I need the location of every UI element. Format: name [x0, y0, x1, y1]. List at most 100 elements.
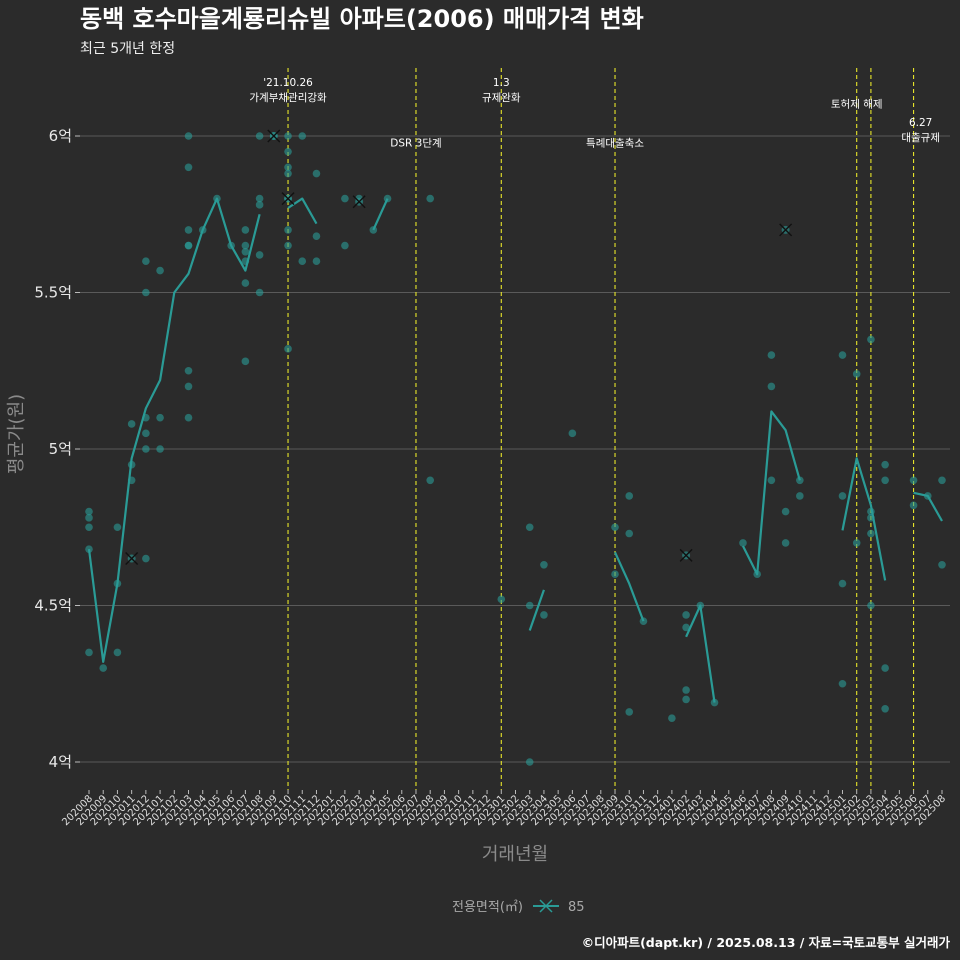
cross-marker-stroke-b-2: [281, 192, 295, 206]
y-axis-label: 평균가(원): [6, 394, 27, 474]
data-point-98: [852, 539, 861, 547]
data-point-102: [867, 529, 875, 538]
ytick-label-2: 5억: [49, 440, 72, 458]
data-point-30: [213, 194, 221, 203]
ytick-label-0: 4억: [49, 753, 72, 771]
annotation-5-line-1: 대출규제: [901, 132, 940, 144]
data-point-1: [85, 514, 93, 522]
data-point-58: [341, 194, 349, 203]
data-point-14: [142, 413, 150, 422]
series-line-segment-1: [287, 197, 318, 225]
data-point-19: [156, 413, 164, 422]
data-point-45: [284, 147, 292, 156]
data-point-66: [525, 601, 534, 610]
data-point-85: [753, 570, 761, 578]
data-point-33: [241, 241, 250, 250]
data-point-31: [227, 241, 235, 250]
cross-marker-stroke-b-0: [125, 552, 139, 566]
data-point-73: [625, 492, 634, 500]
data-point-78: [682, 611, 690, 619]
data-point-88: [767, 476, 776, 485]
data-point-4: [85, 648, 93, 657]
annotation-5-line-0: 6.27: [909, 117, 932, 129]
data-point-15: [142, 429, 150, 438]
data-point-55: [312, 232, 321, 240]
data-point-92: [796, 492, 804, 500]
cross-marker-4: [679, 548, 693, 562]
cross-marker-3: [352, 195, 366, 209]
data-point-83: [710, 698, 719, 707]
data-point-21: [184, 132, 193, 140]
data-point-104: [881, 460, 889, 469]
data-point-6: [113, 523, 122, 532]
data-point-36: [241, 279, 250, 287]
annotation-4-line-0: 토허제 해제: [831, 97, 883, 110]
data-point-17: [142, 554, 150, 563]
data-point-103: [867, 601, 875, 610]
cross-marker-5: [779, 223, 793, 237]
data-point-81: [682, 695, 690, 704]
cross-marker-stroke-b-4: [679, 548, 693, 562]
data-point-72: [611, 570, 619, 578]
series-line-segment-4: [614, 551, 645, 622]
legend-title: 전용면적(㎡): [452, 900, 523, 915]
data-point-27: [184, 382, 193, 391]
data-point-108: [909, 476, 918, 485]
data-point-35: [241, 257, 250, 266]
ytick-label-1: 4.5억: [34, 597, 72, 615]
data-point-46: [284, 163, 292, 172]
data-point-49: [284, 226, 292, 234]
legend-entry-85: 85: [568, 900, 585, 915]
data-point-51: [284, 345, 292, 353]
data-point-10: [127, 460, 136, 469]
cross-marker-0: [125, 552, 139, 566]
data-point-16: [142, 445, 150, 453]
data-point-28: [184, 413, 193, 422]
data-point-106: [881, 664, 889, 672]
data-point-20: [156, 445, 164, 453]
data-points: [85, 132, 946, 766]
data-point-91: [796, 476, 804, 485]
data-point-52: [298, 132, 307, 140]
data-point-56: [312, 257, 321, 266]
data-point-13: [142, 288, 150, 297]
chart-title: 동백 호수마을계룡리슈빌 아파트(2006) 매매가격 변화: [80, 5, 644, 33]
data-point-34: [241, 248, 250, 256]
data-point-40: [255, 201, 264, 209]
annotation-0-line-1: 가계부채관리강화: [249, 92, 327, 104]
data-point-0: [85, 507, 93, 516]
cross-marker-stroke-b-3: [352, 195, 366, 209]
data-point-105: [881, 476, 889, 485]
data-point-101: [867, 514, 875, 522]
data-point-2: [85, 523, 93, 532]
data-point-76: [639, 617, 648, 625]
data-point-97: [852, 370, 861, 378]
data-point-111: [938, 476, 946, 485]
annotation-2-line-0: 1.3: [493, 77, 510, 89]
series-line-segment-2: [372, 198, 389, 231]
data-point-37: [241, 357, 250, 366]
data-point-26: [184, 366, 193, 375]
data-point-74: [625, 529, 634, 538]
data-point-68: [540, 561, 548, 569]
y-tick-labels: 4억 4.5억 5억 5.5억 6억: [34, 127, 72, 771]
data-point-70: [568, 429, 577, 438]
data-point-89: [781, 507, 790, 516]
ytick-label-4: 6억: [49, 127, 72, 145]
data-point-47: [284, 169, 292, 178]
data-point-95: [838, 579, 847, 588]
gridlines: [75, 135, 950, 763]
cross-marker-2: [281, 192, 295, 206]
data-point-61: [383, 194, 392, 203]
data-point-57: [341, 241, 349, 250]
data-point-94: [838, 492, 847, 500]
data-point-62: [426, 194, 435, 203]
data-point-11: [127, 476, 136, 485]
data-point-109: [909, 501, 918, 510]
series-line-segment-7: [841, 457, 887, 581]
data-point-8: [113, 648, 122, 657]
data-point-86: [767, 351, 776, 359]
data-point-69: [540, 611, 548, 619]
